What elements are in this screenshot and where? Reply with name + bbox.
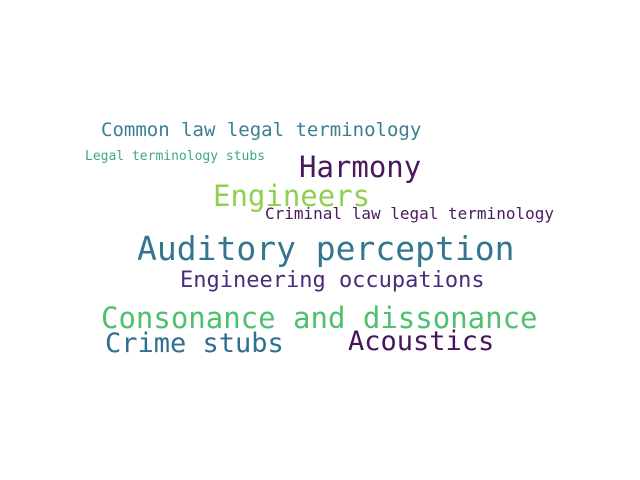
word-harmony: Harmony xyxy=(299,150,422,184)
word-acoustics: Acoustics xyxy=(348,326,495,357)
word-auditory-perception: Auditory perception xyxy=(137,229,515,268)
word-common-law-legal-terminology: Common law legal terminology xyxy=(101,119,422,141)
word-legal-terminology-stubs: Legal terminology stubs xyxy=(85,149,266,164)
word-consonance-and-dissonance: Consonance and dissonance xyxy=(101,301,538,335)
word-criminal-law-legal-terminology: Criminal law legal terminology xyxy=(265,204,554,223)
word-engineering-occupations: Engineering occupations xyxy=(180,268,485,293)
word-crime-stubs: Crime stubs xyxy=(105,328,284,359)
word-engineers: Engineers xyxy=(213,179,371,213)
